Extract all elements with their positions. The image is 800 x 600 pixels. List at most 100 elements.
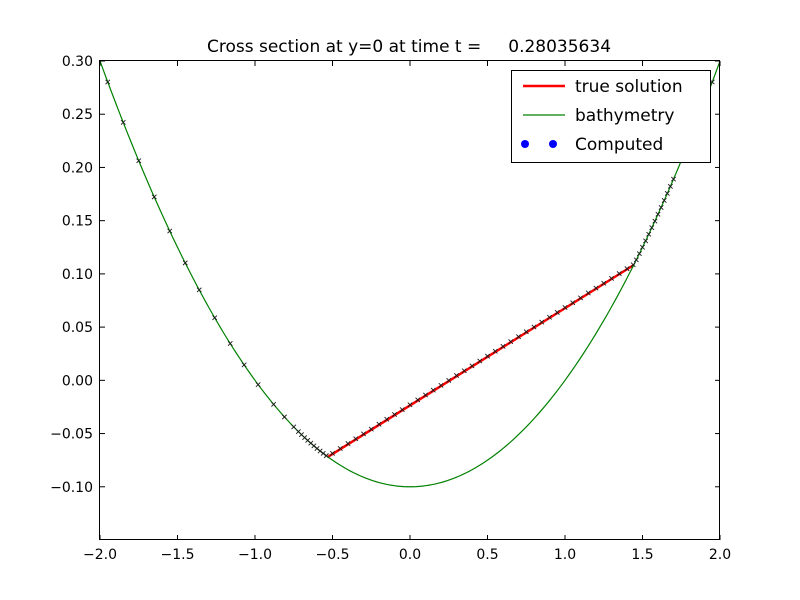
- computed-point: [601, 280, 607, 286]
- computed-point: [515, 334, 522, 340]
- computed-point: [105, 79, 111, 85]
- computed-point: [376, 421, 382, 427]
- computed-point: [291, 424, 297, 430]
- computed-point: [630, 262, 636, 268]
- legend-label: bathymetry: [575, 106, 674, 126]
- bathymetry-curve: [100, 61, 720, 488]
- computed-point: [345, 441, 351, 447]
- computed-point: [255, 382, 261, 388]
- computed-point: [562, 305, 568, 311]
- series-layer: [100, 61, 720, 488]
- axes-frame: [99, 60, 720, 540]
- computed-point: [461, 368, 467, 374]
- computed-point: [469, 363, 475, 369]
- y-tick-label: 0.30: [62, 54, 93, 70]
- computed-point: [438, 382, 444, 388]
- computed-point: [337, 445, 343, 451]
- x-tick-label: −2.0: [83, 547, 117, 563]
- y-tick-label: 0.20: [62, 160, 93, 176]
- computed-point: [136, 158, 142, 164]
- computed-point: [508, 339, 514, 345]
- legend-swatch-computed: [549, 140, 557, 148]
- computed-point: [539, 319, 545, 325]
- x-tick-label: 0.0: [399, 547, 421, 563]
- computed-point: [446, 377, 452, 383]
- computed-point: [577, 295, 584, 301]
- computed-point: [608, 275, 615, 281]
- computed-point: [196, 287, 202, 293]
- x-tick-label: 1.5: [631, 547, 653, 563]
- computed-point: [531, 324, 537, 330]
- computed-point: [368, 426, 374, 432]
- x-tick-label: −1.0: [238, 547, 272, 563]
- computed-point: [667, 183, 673, 189]
- computed-point: [477, 358, 483, 364]
- computed-point: [655, 211, 661, 217]
- computed-point: [661, 197, 667, 203]
- computed-point: [182, 260, 188, 266]
- computed-point: [212, 315, 218, 321]
- computed-point: [120, 119, 126, 125]
- computed-point: [329, 450, 336, 456]
- computed-point: [241, 362, 247, 368]
- computed-point: [652, 218, 658, 224]
- computed-point: [484, 353, 491, 359]
- computed-point: [492, 348, 498, 354]
- x-tick-label: −1.5: [161, 547, 195, 563]
- legend: true solution bathymetry Computed: [511, 70, 711, 163]
- computed-point: [585, 290, 591, 296]
- computed-point: [649, 225, 655, 231]
- plot-area: −2.0 −1.5 −1.0 −0.5 0.0 0.5 1.0 1.5 2.0 0.30 0.25 0…: [50, 54, 731, 563]
- y-tick-label: 0.10: [62, 267, 93, 283]
- computed-point: [593, 285, 599, 291]
- chart-title: Cross section at y=0 at time t = 0.28035…: [207, 37, 611, 57]
- y-tick-label: 0.15: [62, 214, 93, 230]
- ticks-layer: −2.0 −1.5 −1.0 −0.5 0.0 0.5 1.0 1.5 2.0 0.30 0.25 0…: [50, 54, 731, 563]
- computed-point: [167, 228, 173, 234]
- computed-point: [271, 401, 277, 407]
- computed-point: [399, 407, 405, 413]
- computed-point: [407, 402, 413, 408]
- y-tick-label: 0.05: [62, 320, 93, 336]
- computed-point: [646, 231, 652, 237]
- computed-point: [500, 343, 506, 349]
- computed-point: [415, 397, 421, 403]
- computed-point: [317, 448, 323, 454]
- x-tick-label: −0.5: [316, 547, 350, 563]
- computed-point: [639, 244, 646, 250]
- computed-point: [391, 411, 398, 418]
- computed-point: [664, 190, 670, 196]
- computed-point: [633, 257, 639, 263]
- legend-label: Computed: [575, 135, 663, 155]
- legend-label: true solution: [575, 77, 683, 97]
- computed-point: [281, 414, 287, 420]
- computed-point: [624, 266, 630, 272]
- computed-point: [616, 271, 622, 277]
- computed-point: [430, 387, 436, 393]
- y-tick-label: −0.05: [50, 427, 93, 443]
- computed-point: [323, 453, 329, 459]
- y-tick-label: 0.25: [62, 107, 93, 123]
- computed-point: [523, 329, 529, 335]
- y-tick-label: −0.10: [50, 480, 93, 496]
- y-tick-label: 0.00: [62, 373, 93, 389]
- computed-point: [422, 392, 429, 398]
- x-tick-label: 0.5: [476, 547, 498, 563]
- computed-point: [670, 176, 677, 182]
- computed-point: [570, 300, 576, 306]
- computed-point: [384, 416, 390, 422]
- computed-point: [151, 194, 157, 200]
- computed-point: [453, 373, 460, 379]
- x-tick-label: 1.0: [554, 547, 576, 563]
- computed-point: [320, 450, 326, 456]
- computed-point: [546, 314, 553, 320]
- computed-point: [227, 340, 233, 347]
- computed-point: [554, 309, 560, 315]
- computed-point: [360, 431, 367, 437]
- computed-point: [658, 204, 664, 210]
- computed-point: [643, 238, 649, 244]
- computed-point: [353, 436, 359, 442]
- computed-point: [636, 251, 642, 257]
- x-tick-label: 2.0: [709, 547, 731, 563]
